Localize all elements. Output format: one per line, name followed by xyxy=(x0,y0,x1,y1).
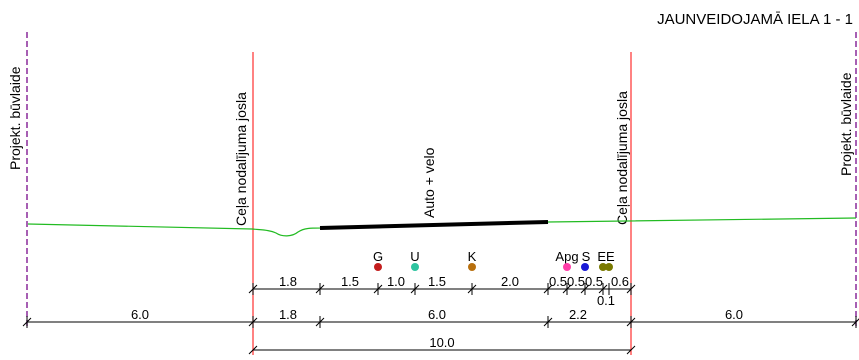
dim-row2-5: 6.0 xyxy=(725,307,743,322)
utility-ee-label: EE xyxy=(597,249,615,264)
utility-apg-marker xyxy=(563,263,571,271)
row-right-label: Ceļa nodalījuma josla xyxy=(614,91,630,225)
section-title: JAUNVEIDOJAMĀ IELA 1 - 1 xyxy=(657,11,853,28)
utility-u-label: U xyxy=(410,249,419,264)
dim-row1-9: 0.6 xyxy=(611,274,629,289)
utility-u: U xyxy=(410,249,420,271)
dim-row1-extra: 0.1 xyxy=(597,293,615,308)
dim-row1-7: 0.5 xyxy=(567,274,585,289)
dim-row2-1: 6.0 xyxy=(131,307,149,322)
utility-k-marker xyxy=(468,263,476,271)
utility-ee: EE xyxy=(597,249,615,271)
dim-row1-6: 0.5 xyxy=(549,274,567,289)
utility-s-label: S xyxy=(582,249,591,264)
utility-ee-marker-1 xyxy=(599,263,607,271)
utility-s: S xyxy=(581,249,591,271)
dim-row1-8: 0.5 xyxy=(585,274,603,289)
utility-g: G xyxy=(373,249,383,271)
dim-row1-1: 1.8 xyxy=(279,274,297,289)
dimension-total: 10.0 xyxy=(248,335,636,355)
dim-row1-5: 2.0 xyxy=(501,274,519,289)
dim-row2-2: 1.8 xyxy=(279,307,297,322)
dimension-row-1: 1.8 1.5 1.0 1.5 2.0 0.5 0.5 0.5 0.6 0.1 xyxy=(248,274,636,308)
utility-g-label: G xyxy=(373,249,383,264)
building-line-right-label: Projekt. būvlaide xyxy=(838,72,854,176)
dim-row2-3: 6.0 xyxy=(428,307,446,322)
utility-s-marker xyxy=(581,263,589,271)
utility-k-label: K xyxy=(468,249,477,264)
utility-ee-marker-2 xyxy=(605,263,613,271)
dim-total: 10.0 xyxy=(429,335,454,350)
ground-line xyxy=(27,217,857,237)
utility-u-marker xyxy=(411,263,419,271)
utility-g-marker xyxy=(374,263,382,271)
utilities: G U K Apg S EE xyxy=(373,249,615,271)
dim-row2-4: 2.2 xyxy=(569,307,587,322)
dim-row1-3: 1.0 xyxy=(387,274,405,289)
utility-k: K xyxy=(468,249,477,271)
row-left-label: Ceļa nodalījuma josla xyxy=(233,92,249,226)
carriageway xyxy=(319,220,549,230)
utility-apg: Apg xyxy=(555,249,579,271)
utility-apg-label: Apg xyxy=(555,249,578,264)
dim-row1-2: 1.5 xyxy=(341,274,359,289)
building-line-left-label: Projekt. būvlaide xyxy=(7,66,23,170)
carriageway-label: Auto + velo xyxy=(421,147,437,218)
dim-row1-4: 1.5 xyxy=(428,274,446,289)
dimension-row-2: 6.0 1.8 6.0 2.2 6.0 xyxy=(22,307,859,328)
